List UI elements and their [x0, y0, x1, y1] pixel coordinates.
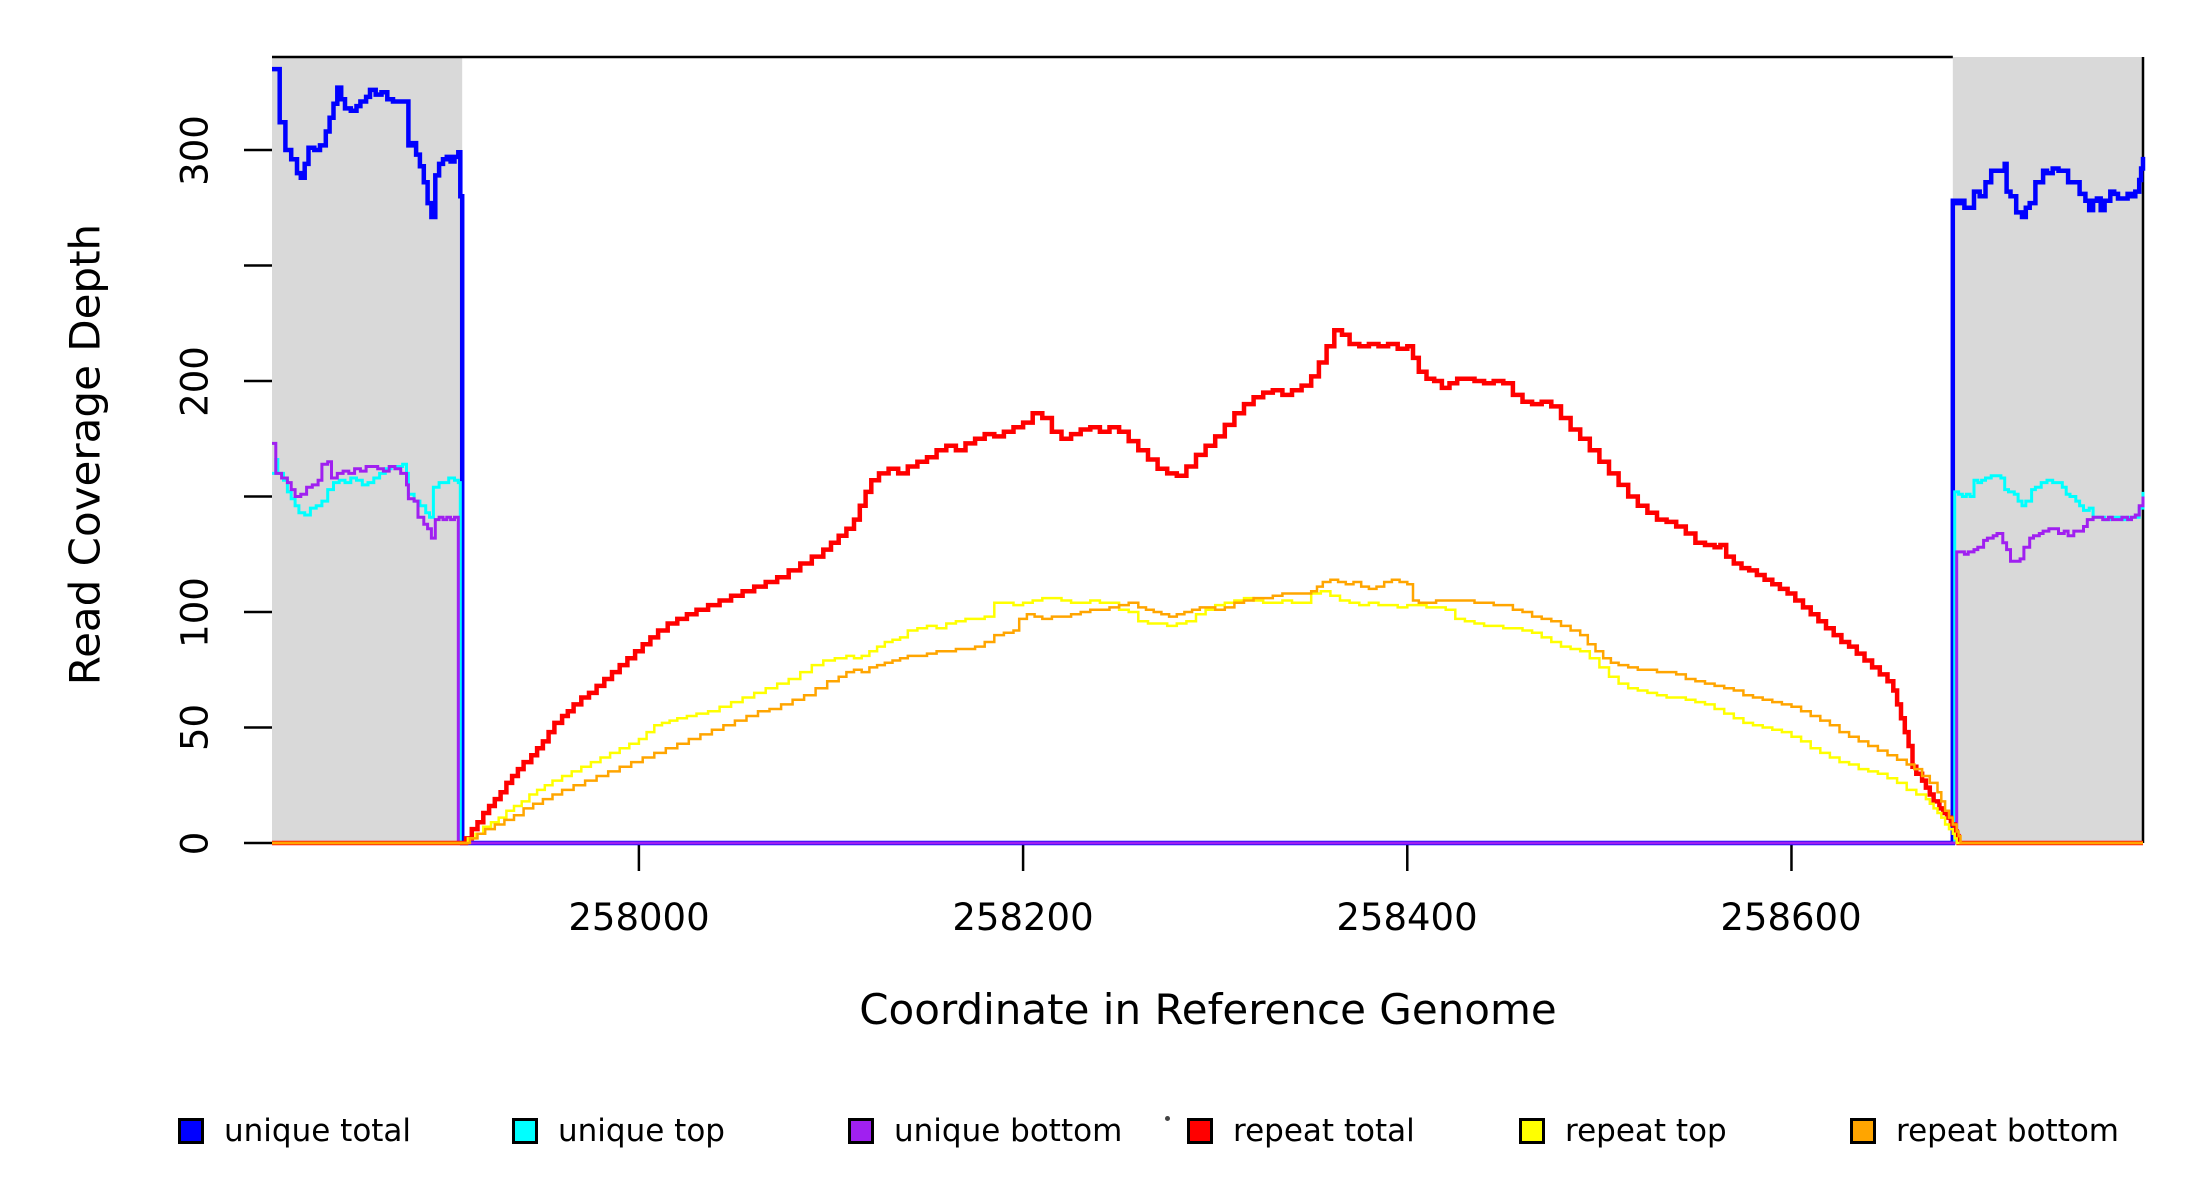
- repeat-top-swatch-icon: [1519, 1118, 1545, 1144]
- legend-label: unique total: [224, 1113, 412, 1149]
- series-unique-top: [272, 458, 2145, 845]
- y-tick-label-50: 50: [173, 703, 217, 752]
- x-axis-title: Coordinate in Reference Genome: [859, 985, 1557, 1034]
- coverage-plot: [244, 55, 2146, 871]
- series-repeat-top: [272, 589, 2143, 845]
- x-tick-label-258400: 258400: [1336, 896, 1478, 939]
- legend-item-unique-total: unique total: [178, 1112, 411, 1150]
- unique-top-swatch-icon: [512, 1118, 538, 1144]
- unique-total-swatch-icon: [178, 1118, 204, 1144]
- legend-label: unique bottom: [894, 1113, 1123, 1149]
- left-unique-flank-shading: [272, 57, 463, 843]
- legend-label: repeat bottom: [1896, 1113, 2120, 1149]
- repeat-total-swatch-icon: [1187, 1118, 1213, 1144]
- legend-item-repeat-bottom: repeat bottom: [1850, 1112, 2119, 1150]
- legend-label: repeat total: [1233, 1113, 1415, 1149]
- unique-bottom-swatch-icon: [848, 1118, 874, 1144]
- y-tick-label-300: 300: [173, 115, 217, 186]
- legend-label: repeat top: [1565, 1113, 1727, 1149]
- y-axis-title: Read Coverage Depth: [60, 223, 110, 686]
- legend-label: unique top: [558, 1113, 725, 1149]
- y-tick-label-200: 200: [173, 346, 217, 417]
- x-tick-label-258200: 258200: [952, 896, 1094, 939]
- series-unique-bottom: [272, 441, 2145, 845]
- y-tick-label-100: 100: [173, 577, 217, 648]
- x-tick-label-258000: 258000: [568, 896, 710, 939]
- series-unique-total: [272, 66, 2146, 846]
- x-tick-label-258600: 258600: [1720, 896, 1862, 939]
- legend-item-unique-top: unique top: [512, 1112, 725, 1150]
- y-tick-label-0: 0: [173, 831, 217, 856]
- series-repeat-total: [272, 327, 2143, 846]
- stray-mark: [1165, 1116, 1170, 1121]
- legend: unique total unique top unique bottom re…: [0, 1112, 2200, 1172]
- legend-item-repeat-total: repeat total: [1187, 1112, 1415, 1150]
- legend-item-unique-bottom: unique bottom: [848, 1112, 1122, 1150]
- series-repeat-bottom: [272, 578, 2143, 845]
- repeat-bottom-swatch-icon: [1850, 1118, 1876, 1144]
- legend-item-repeat-top: repeat top: [1519, 1112, 1727, 1150]
